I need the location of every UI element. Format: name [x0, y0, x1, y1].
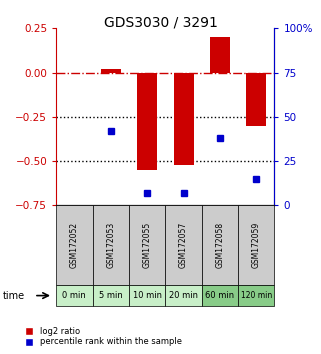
Bar [246, 73, 266, 126]
Text: 60 min: 60 min [205, 291, 234, 300]
Bar [101, 69, 121, 73]
Text: 0 min: 0 min [63, 291, 86, 300]
Text: 5 min: 5 min [99, 291, 123, 300]
Text: time: time [3, 291, 25, 301]
Bar [173, 73, 194, 165]
Text: 10 min: 10 min [133, 291, 162, 300]
Text: GSM172053: GSM172053 [106, 222, 115, 268]
Legend: log2 ratio, percentile rank within the sample: log2 ratio, percentile rank within the s… [17, 324, 185, 350]
Text: GSM172058: GSM172058 [215, 222, 224, 268]
Text: GSM172057: GSM172057 [179, 222, 188, 268]
Text: 120 min: 120 min [241, 291, 272, 300]
Text: GSM172055: GSM172055 [143, 222, 152, 268]
Text: GDS3030 / 3291: GDS3030 / 3291 [104, 16, 217, 30]
Text: GSM172052: GSM172052 [70, 222, 79, 268]
Bar [137, 73, 157, 170]
Text: GSM172059: GSM172059 [252, 222, 261, 268]
Bar [210, 37, 230, 73]
Text: 20 min: 20 min [169, 291, 198, 300]
